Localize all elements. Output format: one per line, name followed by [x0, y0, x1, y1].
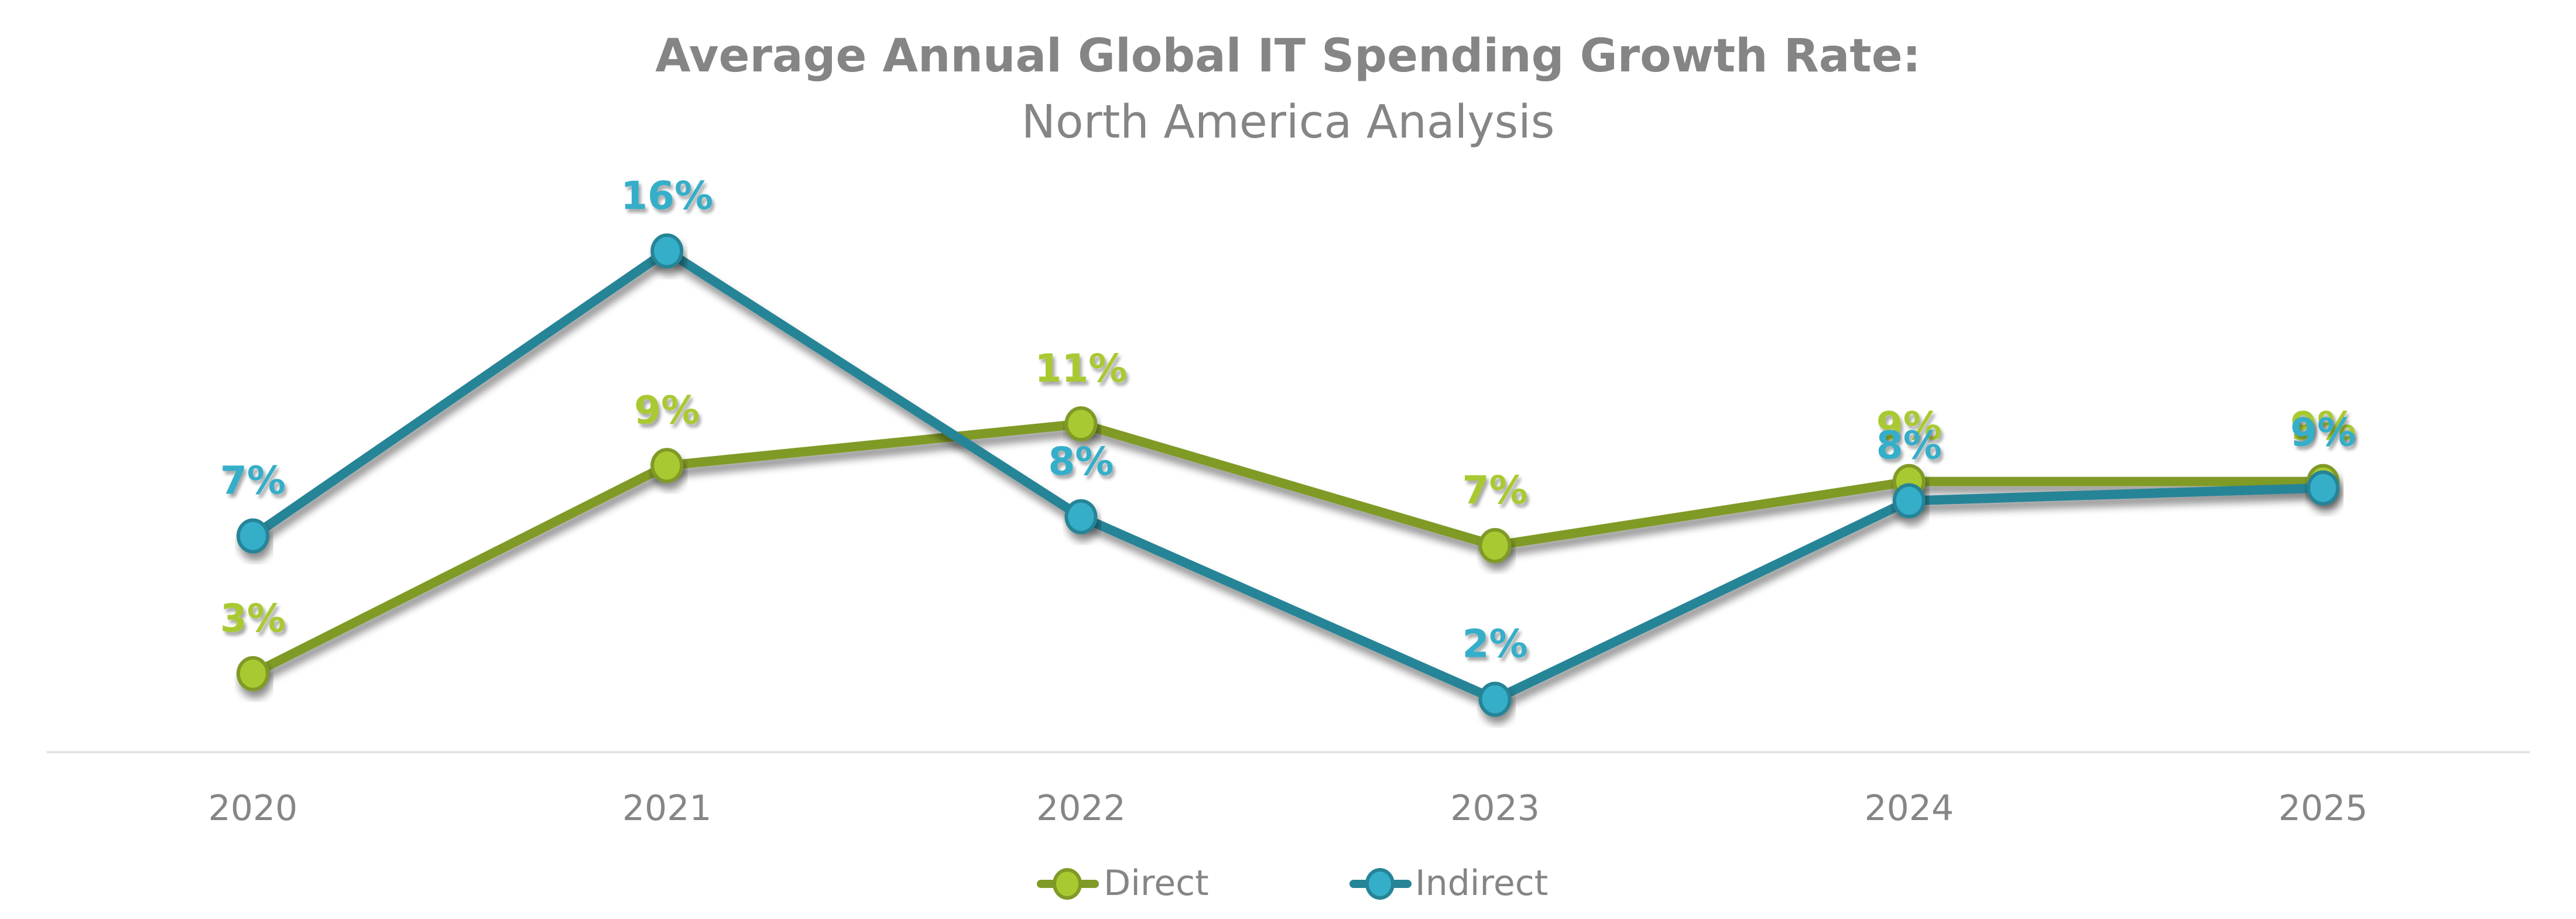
x-tick-label-2025: 2025: [2279, 788, 2368, 829]
data-point-indirect-2020[interactable]: [237, 518, 269, 554]
data-point-indirect-2021[interactable]: [650, 233, 684, 269]
data-label-indirect-2022: 8%: [1048, 439, 1114, 484]
series-markers: [237, 233, 2339, 717]
data-point-indirect-2024[interactable]: [1892, 483, 1926, 519]
x-axis-ticks: 2020 2021 2022 2023 2024 2025: [208, 788, 2368, 829]
data-point-direct-2020[interactable]: [237, 656, 269, 691]
legend: Direct Indirect: [1037, 863, 1548, 904]
data-label-direct-2025: 9%: [2290, 404, 2356, 449]
data-point-direct-2022[interactable]: [1064, 406, 1098, 442]
legend-item-direct[interactable]: Direct: [1037, 863, 1209, 904]
data-label-direct-2022: 11%: [1034, 346, 1127, 391]
data-labels: 3%9%11%7%9% 9%7%16%8%2%8% 9%: [220, 173, 2356, 667]
chart-subtitle: North America Analysis: [1022, 96, 1555, 149]
data-point-indirect-2022[interactable]: [1064, 499, 1098, 534]
chart-title: Average Annual Global IT Spending Growth…: [655, 30, 1921, 83]
data-label-direct-2020: 3%: [220, 596, 286, 641]
x-tick-label-2020: 2020: [208, 788, 298, 829]
x-tick-label-2022: 2022: [1036, 788, 1126, 829]
data-point-direct-2023[interactable]: [1478, 528, 1512, 564]
data-label-indirect-2024: 8%: [1876, 423, 1942, 468]
data-point-indirect-2023[interactable]: [1478, 681, 1512, 717]
data-label-indirect-2023: 2%: [1462, 622, 1528, 667]
series-line-direct: [248, 419, 2328, 678]
data-label-direct-2024: 9%: [1876, 404, 1942, 449]
data-label-direct-2023: 7%: [1462, 468, 1528, 513]
data-label-indirect-2020: 7%: [220, 458, 286, 503]
x-tick-label-2023: 2023: [1450, 788, 1540, 829]
data-label-indirect-2021: 16%: [621, 173, 713, 218]
data-label-direct-2021: 9%: [634, 388, 700, 433]
data-point-direct-2021[interactable]: [650, 448, 684, 483]
data-point-indirect-2025[interactable]: [2307, 470, 2339, 506]
series-line-indirect: [248, 246, 2328, 704]
legend-item-indirect[interactable]: Indirect: [1349, 863, 1548, 904]
series-lines: [248, 246, 2328, 704]
legend-indirect-label: Indirect: [1415, 863, 1548, 904]
data-label-indirect-2025: 9%: [2290, 410, 2356, 455]
x-tick-label-2024: 2024: [1864, 788, 1954, 829]
legend-indirect-marker-icon: [1365, 868, 1395, 900]
legend-direct-label: Direct: [1104, 863, 1209, 904]
legend-direct-marker-icon: [1053, 868, 1082, 900]
x-tick-label-2021: 2021: [622, 788, 712, 829]
